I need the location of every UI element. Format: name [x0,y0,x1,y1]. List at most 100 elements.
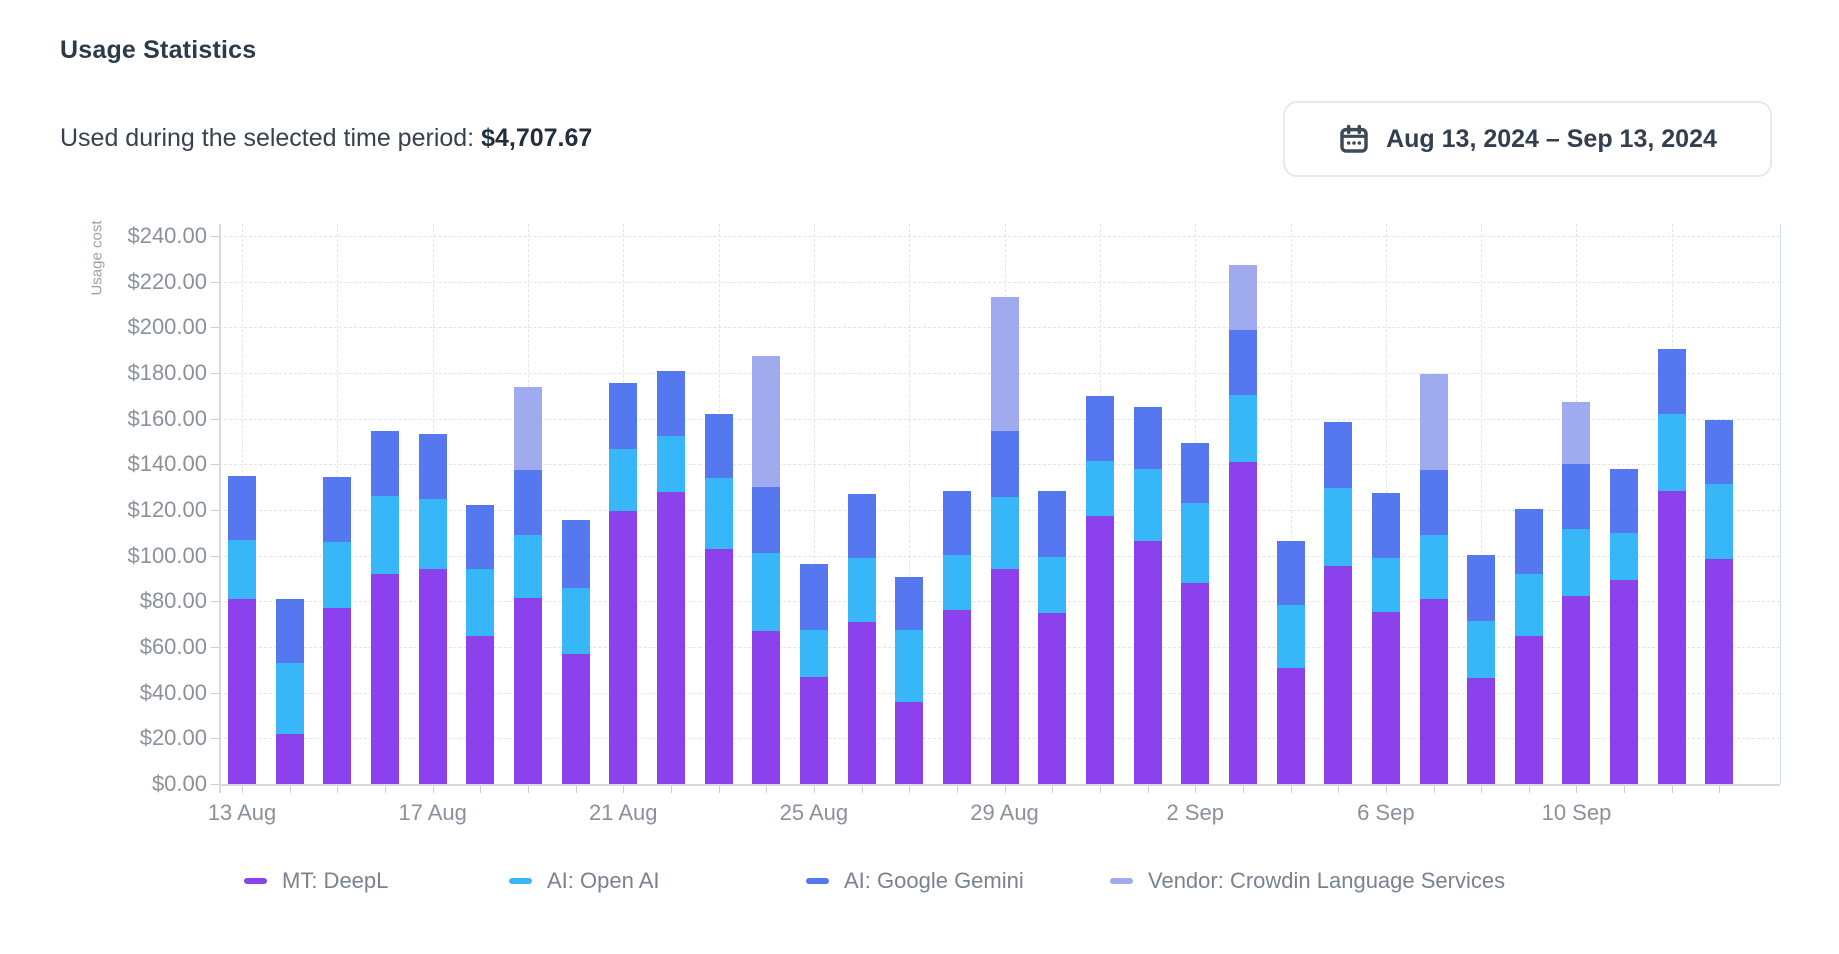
stacked-bar-31-aug[interactable] [1085,395,1114,784]
bar-segment-ai [1038,490,1067,557]
stacked-bar-16-aug[interactable] [370,431,399,784]
bar-segment-ai [1657,349,1686,415]
date-range-picker[interactable]: Aug 13, 2024 – Sep 13, 2024 [1283,101,1772,177]
y-axis-tick [211,464,219,466]
bar-segment-vendor [1562,401,1591,465]
stacked-bar-13-sep[interactable] [1705,419,1734,784]
y-axis-tick [211,236,219,237]
bar-segment-mt [228,599,256,784]
x-axis-tick [766,784,768,793]
stacked-bar-4-sep[interactable] [1276,540,1305,784]
x-axis-tick [337,784,339,793]
legend-label: AI: Google Gemini [844,868,1024,893]
stacked-bar-8-sep[interactable] [1467,554,1496,784]
x-axis-label: 25 Aug [779,800,849,825]
x-axis-tick [956,784,958,793]
bar-segment-mt [1276,667,1305,784]
bar-segment-ai [275,662,304,734]
stacked-bar-18-aug[interactable] [466,505,495,784]
bar-segment-mt [990,569,1019,784]
legend-item-4[interactable]: Vendor: Crowdin Language Services [1110,868,1505,894]
x-axis-tick [813,784,815,793]
bar-segment-ai [1514,508,1543,574]
bar-segment-ai [323,476,352,542]
bar-segment-mt [1562,595,1591,784]
y-axis-label: $220.00 [127,268,207,294]
bar-segment-mt [418,569,447,784]
stacked-bar-21-aug[interactable] [609,383,638,784]
legend-item-1[interactable]: MT: DeepL [244,868,388,894]
stacked-bar-17-aug[interactable] [418,433,447,784]
legend-item-2[interactable]: AI: Open AI [509,868,660,894]
bar-segment-mt [1038,612,1067,784]
period-total-label: Used during the selected time period: [60,124,475,152]
stacked-bar-19-aug[interactable] [513,386,542,784]
y-axis-tick [211,784,219,785]
stacked-bar-1-sep[interactable] [1133,407,1162,784]
stacked-bar-24-aug[interactable] [752,355,781,784]
y-axis-label: $240.00 [127,223,207,248]
stacked-bar-2-sep[interactable] [1181,442,1210,784]
bar-segment-ai [1610,468,1639,533]
bar-segment-ai [1705,483,1734,560]
bar-segment-ai [1085,395,1114,461]
bar-segment-ai [1276,604,1305,668]
stacked-bar-11-sep[interactable] [1610,468,1639,784]
stacked-bar-30-aug[interactable] [1038,490,1067,784]
horizontal-gridline [219,281,1780,283]
x-axis-tick [1052,784,1054,793]
x-axis-tick [1719,784,1721,793]
stacked-bar-28-aug[interactable] [942,490,971,784]
stacked-bar-10-sep[interactable] [1562,401,1591,784]
bar-segment-ai [656,435,685,492]
y-axis-tick [211,692,219,694]
stacked-bar-20-aug[interactable] [561,520,590,784]
stacked-bar-27-aug[interactable] [895,577,924,784]
bar-segment-mt [1467,677,1496,784]
stacked-bar-29-aug[interactable] [990,296,1019,784]
bar-segment-ai [704,478,733,549]
bar-segment-mt [1610,579,1639,784]
vertical-gridline [909,224,911,784]
stacked-bar-14-aug[interactable] [275,599,304,784]
bar-segment-ai [1467,554,1496,621]
x-axis-tick [670,784,672,793]
stacked-bar-15-aug[interactable] [323,476,352,784]
vertical-gridline [1290,224,1292,784]
legend-label: AI: Open AI [547,868,660,893]
legend-dash-icon [509,878,532,884]
stacked-bar-3-sep[interactable] [1228,264,1257,784]
legend-label: MT: DeepL [282,868,389,893]
x-axis-tick [432,784,434,793]
bar-segment-ai [418,498,447,570]
y-axis-tick [211,418,219,420]
stacked-bar-13-aug[interactable] [228,475,256,784]
stacked-bar-9-sep[interactable] [1514,508,1543,784]
x-axis-tick [575,784,577,793]
bar-segment-ai [370,496,399,574]
stacked-bar-12-sep[interactable] [1657,349,1686,784]
bar-segment-mt [275,733,304,784]
stacked-bar-22-aug[interactable] [656,370,685,784]
bar-segment-ai [1228,394,1257,463]
legend-item-3[interactable]: AI: Google Gemini [806,868,1024,894]
x-axis-label: 29 Aug [970,800,1039,825]
y-axis-line [219,224,221,793]
stacked-bar-7-sep[interactable] [1419,374,1448,784]
legend-dash-icon [244,878,267,884]
bar-segment-ai [1419,535,1448,600]
bar-segment-vendor [513,386,542,471]
x-axis-tick [480,784,482,793]
date-range-value: Aug 13, 2024 – Sep 13, 2024 [1386,124,1717,153]
stacked-bar-5-sep[interactable] [1324,422,1353,784]
bar-segment-ai [704,414,733,479]
stacked-bar-6-sep[interactable] [1371,492,1400,784]
bar-segment-ai [513,470,542,536]
stacked-bar-23-aug[interactable] [704,414,733,784]
x-axis-tick [1147,784,1149,793]
stacked-bar-25-aug[interactable] [799,563,828,784]
stacked-bar-26-aug[interactable] [847,494,876,784]
y-axis-tick [211,510,219,511]
page-title: Usage Statistics [60,36,257,64]
